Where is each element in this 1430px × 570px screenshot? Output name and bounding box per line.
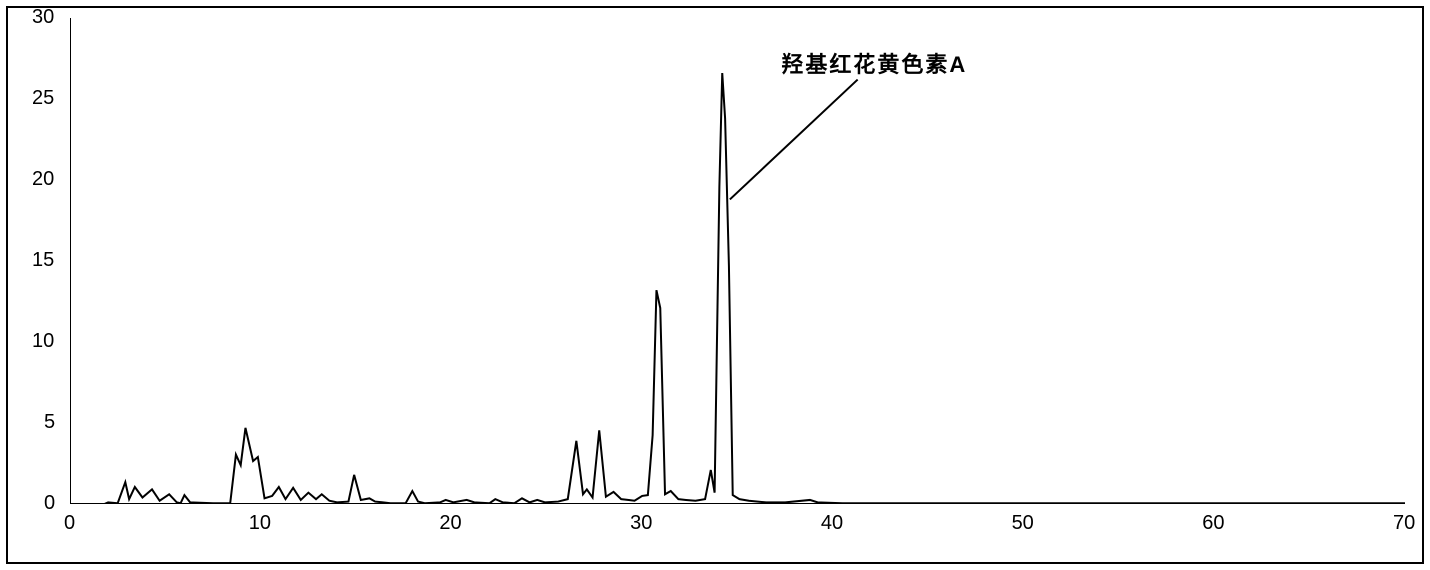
- x-tick-label: 70: [1393, 512, 1415, 535]
- y-tick-label: 5: [44, 411, 55, 434]
- y-tick-label: 15: [32, 249, 54, 272]
- y-tick-label: 10: [32, 330, 54, 353]
- plot-area: [70, 18, 1405, 504]
- peak-annotation-label: 羟基红花黄色素A: [781, 47, 967, 79]
- y-tick-label: 0: [44, 492, 55, 515]
- x-tick-label: 60: [1202, 512, 1224, 535]
- x-tick-label: 20: [439, 512, 461, 535]
- y-tick-label: 25: [32, 87, 54, 110]
- x-tick-label: 10: [249, 512, 271, 535]
- chromatogram-svg: [70, 18, 1405, 504]
- x-tick-label: 30: [630, 512, 652, 535]
- y-tick-label: 30: [32, 6, 54, 29]
- x-tick-label: 50: [1012, 512, 1034, 535]
- x-tick-label: 0: [64, 512, 75, 535]
- y-tick-label: 20: [32, 168, 54, 191]
- x-tick-label: 40: [821, 512, 843, 535]
